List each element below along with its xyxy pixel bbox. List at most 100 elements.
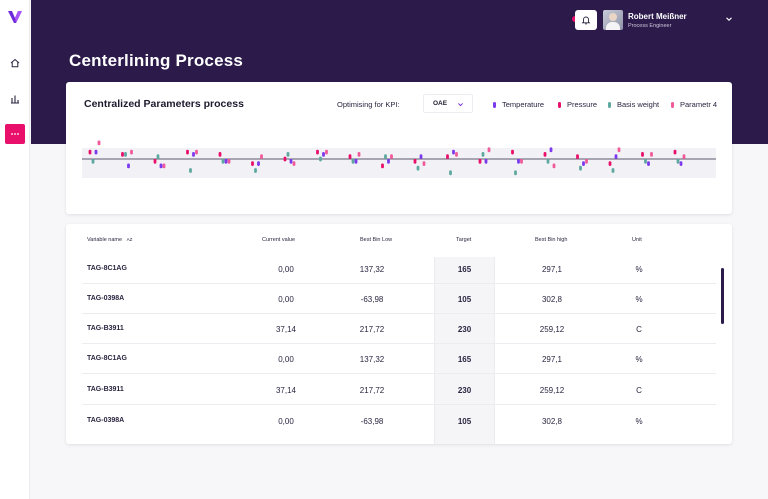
chart-point-temperature[interactable] — [614, 154, 618, 160]
chart-point-parametr-4[interactable] — [162, 163, 166, 169]
chart-point-parametr-4[interactable] — [325, 149, 328, 155]
chart-point-pressure[interactable] — [186, 149, 189, 155]
chart-point-pressure[interactable] — [446, 154, 449, 160]
avatar[interactable] — [603, 10, 623, 30]
chart-point-pressure[interactable] — [673, 149, 677, 155]
chart-point-basis-weight[interactable] — [579, 165, 582, 171]
chart-point-basis-weight[interactable] — [676, 158, 680, 164]
chart-point-parametr-4[interactable] — [292, 161, 296, 166]
chart-point-pressure[interactable] — [251, 161, 254, 166]
chart-point-pressure[interactable] — [348, 154, 352, 160]
unit-cell: C — [636, 386, 642, 395]
sort-icon[interactable]: AZ — [126, 237, 133, 242]
chart-point-basis-weight[interactable] — [416, 165, 420, 171]
chart-point-basis-weight[interactable] — [221, 158, 225, 164]
chart-point-pressure[interactable] — [283, 156, 287, 162]
chart-point-parametr-4[interactable] — [260, 154, 263, 160]
chart-point-parametr-4[interactable] — [617, 147, 621, 153]
chart-point-temperature[interactable] — [517, 158, 520, 164]
chart-point-temperature[interactable] — [289, 158, 293, 164]
chart-point-basis-weight[interactable] — [351, 158, 355, 164]
chart-point-parametr-4[interactable] — [390, 154, 393, 160]
chart-point-parametr-4[interactable] — [357, 152, 361, 157]
chart-point-parametr-4[interactable] — [422, 161, 426, 166]
chart-point-temperature[interactable] — [549, 147, 553, 153]
brand-logo-icon[interactable] — [6, 8, 24, 26]
nav-more[interactable] — [5, 124, 25, 144]
chart-point-pressure[interactable] — [576, 154, 579, 160]
chart-point-basis-weight[interactable] — [286, 152, 290, 157]
table-row[interactable]: TAG-B3911 37,14 217,72 230 259,12 C — [66, 314, 732, 344]
chart-point-parametr-4[interactable] — [520, 158, 523, 164]
legend-item-parametr-4[interactable]: Parametr 4 — [671, 100, 717, 109]
nav-analytics[interactable] — [5, 89, 25, 109]
chart-point-basis-weight[interactable] — [611, 168, 615, 173]
chart-point-pressure[interactable] — [218, 152, 222, 157]
notifications-button[interactable] — [575, 10, 597, 30]
chart-point-basis-weight[interactable] — [319, 156, 322, 162]
nav-home[interactable] — [5, 53, 25, 73]
chart-point-temperature[interactable] — [679, 161, 683, 166]
chart-point-temperature[interactable] — [452, 149, 455, 155]
chart-point-temperature[interactable] — [94, 149, 98, 155]
chart-point-pressure[interactable] — [316, 149, 319, 155]
chart-point-temperature[interactable] — [127, 163, 130, 169]
chart-point-parametr-4[interactable] — [455, 152, 458, 157]
chart-point-parametr-4[interactable] — [97, 140, 101, 146]
chart-point-temperature[interactable] — [387, 158, 390, 164]
chart-point-parametr-4[interactable] — [585, 158, 588, 164]
user-name[interactable]: Robert Meißner — [628, 12, 687, 21]
chart-point-basis-weight[interactable] — [156, 154, 160, 160]
table-row[interactable]: TAG-B3911 37,14 217,72 230 259,12 C — [66, 375, 732, 405]
chart-point-temperature[interactable] — [354, 158, 358, 164]
chart-point-pressure[interactable] — [88, 149, 92, 155]
chart-point-temperature[interactable] — [484, 158, 488, 164]
chart-point-parametr-4[interactable] — [552, 163, 556, 169]
chart-point-basis-weight[interactable] — [91, 158, 95, 164]
chart-point-basis-weight[interactable] — [481, 152, 485, 157]
chart-point-basis-weight[interactable] — [546, 158, 550, 164]
chart-point-pressure[interactable] — [511, 149, 514, 155]
legend-item-temperature[interactable]: Temperature — [493, 100, 544, 109]
chart-point-temperature[interactable] — [419, 154, 423, 160]
chart-point-pressure[interactable] — [478, 158, 482, 164]
chart-point-basis-weight[interactable] — [254, 168, 257, 173]
chart-point-temperature[interactable] — [159, 163, 163, 169]
table-row[interactable]: TAG-0398A 0,00 -63,98 105 302,8% — [66, 284, 732, 314]
header-variable[interactable]: Variable name AZ — [87, 237, 132, 243]
chart-point-pressure[interactable] — [608, 161, 612, 166]
table-scrollbar[interactable] — [721, 268, 724, 324]
chart-point-basis-weight[interactable] — [189, 168, 192, 173]
chart-point-temperature[interactable] — [647, 161, 650, 166]
chart-point-temperature[interactable] — [257, 161, 260, 166]
chart-point-pressure[interactable] — [121, 152, 124, 157]
chart-point-basis-weight[interactable] — [124, 152, 127, 157]
chart-point-parametr-4[interactable] — [130, 149, 133, 155]
chart-point-pressure[interactable] — [153, 158, 157, 164]
table-row[interactable]: TAG-8C1AG 0,00 137,32 165 297,1% — [66, 254, 732, 284]
chart-point-parametr-4[interactable] — [487, 147, 491, 153]
legend-item-basis-weight[interactable]: Basis weight — [608, 100, 659, 109]
chart-point-pressure[interactable] — [413, 158, 417, 164]
chart-point-parametr-4[interactable] — [682, 154, 686, 160]
chart-point-basis-weight[interactable] — [514, 170, 517, 176]
chart-point-pressure[interactable] — [543, 152, 547, 157]
chart-point-basis-weight[interactable] — [384, 154, 387, 160]
chart-point-temperature[interactable] — [192, 152, 195, 157]
chart-point-pressure[interactable] — [641, 152, 644, 157]
table-row[interactable]: TAG-8C1AG 0,00 137,32 165 297,1% — [66, 344, 732, 374]
chart-point-basis-weight[interactable] — [449, 170, 452, 176]
chart-point-parametr-4[interactable] — [650, 152, 653, 157]
chart-point-temperature[interactable] — [322, 152, 325, 157]
chart-point-temperature[interactable] — [224, 158, 228, 164]
table-row[interactable]: TAG-0398A 0,00 -63,98 105 302,8% — [66, 406, 732, 436]
legend-item-pressure[interactable]: Pressure — [558, 100, 597, 109]
kpi-dropdown[interactable]: OAE — [423, 94, 473, 113]
chart-point-parametr-4[interactable] — [195, 149, 198, 155]
chart-point-parametr-4[interactable] — [227, 158, 231, 164]
chart-point-basis-weight[interactable] — [644, 158, 647, 164]
chart-point-temperature[interactable] — [582, 161, 585, 166]
chart-point-pressure[interactable] — [381, 163, 384, 169]
header-target: Target — [456, 237, 472, 243]
chevron-down-icon[interactable] — [724, 14, 734, 24]
